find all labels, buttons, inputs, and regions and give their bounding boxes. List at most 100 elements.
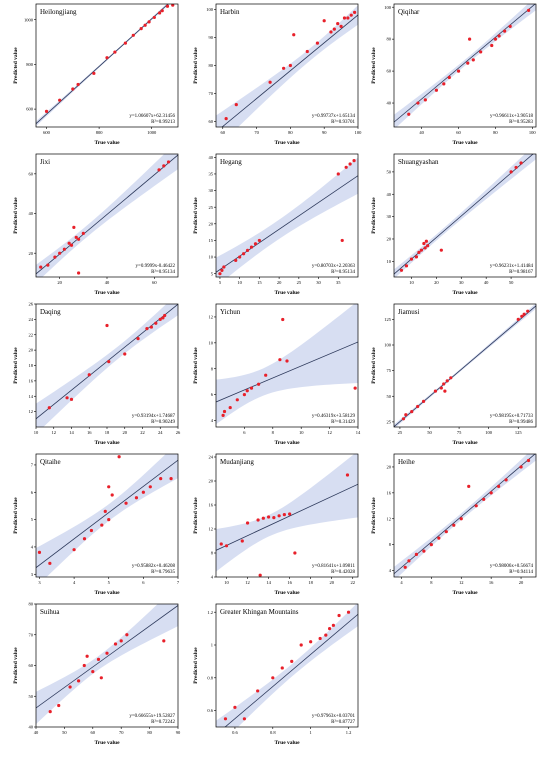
data-point: [519, 465, 523, 469]
data-point: [409, 257, 414, 261]
data-point: [490, 43, 494, 48]
scatter-panel: 600 800 1000 600 800 1000 True value Predicted …: [13, 3, 179, 146]
y-tick-label: 12: [29, 409, 34, 414]
x-tick-label: 14: [266, 580, 271, 585]
x-tick-label: 100: [485, 430, 493, 435]
data-point: [437, 536, 441, 540]
fit-line: [394, 154, 534, 275]
y-tick-label: 30: [209, 188, 214, 193]
data-point: [110, 493, 114, 497]
data-point: [119, 639, 123, 643]
data-point: [268, 80, 272, 84]
data-point: [278, 358, 282, 362]
r-squared: R²=0.31429: [331, 419, 355, 425]
panel-title: Heihe: [398, 458, 415, 466]
x-tick-label: 10: [299, 430, 304, 435]
data-point: [148, 485, 152, 489]
x-tick-label: 12: [327, 430, 332, 435]
data-point: [124, 501, 128, 505]
data-point: [329, 30, 333, 34]
data-point: [223, 717, 228, 721]
y-tick-label: 22: [29, 332, 34, 337]
data-point: [526, 458, 531, 463]
data-point: [74, 235, 78, 239]
data-point: [336, 21, 340, 26]
data-point: [77, 237, 81, 241]
x-tick-label: 60: [221, 130, 226, 135]
y-tick-label: 20: [209, 221, 214, 226]
y-tick-label: 800: [26, 62, 34, 67]
data-point: [72, 225, 76, 230]
data-point: [288, 512, 292, 516]
data-point: [447, 75, 451, 80]
data-point: [404, 413, 408, 417]
data-point: [221, 413, 225, 417]
y-tick-label: 4: [211, 418, 214, 423]
data-point: [58, 251, 62, 255]
data-point: [220, 268, 224, 272]
y-tick-label: 20: [209, 479, 214, 484]
data-point: [145, 327, 149, 331]
fit-equation: y=0.96231x+1.41484: [490, 264, 534, 269]
x-tick-label: 125: [515, 430, 523, 435]
data-point: [514, 165, 518, 170]
x-tick-label: 1000: [147, 130, 157, 135]
data-point: [76, 82, 80, 87]
y-tick-label: 5: [211, 271, 214, 276]
data-point: [163, 313, 167, 318]
data-point: [459, 517, 463, 521]
x-tick-label: 8: [272, 430, 275, 435]
data-point: [82, 537, 87, 541]
data-point: [69, 243, 74, 247]
confidence-band: [36, 604, 178, 725]
x-tick-label: 7: [177, 580, 180, 585]
plot-area: [394, 304, 536, 427]
x-tick-label: 12: [459, 580, 464, 585]
data-point: [257, 382, 261, 386]
data-point: [445, 379, 449, 383]
x-tick-label: 16: [287, 580, 292, 585]
data-point: [159, 477, 163, 481]
x-tick-label: 1: [310, 730, 312, 735]
y-tick-label: 35: [209, 172, 214, 177]
y-axis-title: Predicted value: [13, 647, 19, 684]
data-point: [403, 565, 407, 569]
x-tick-label: 16: [489, 580, 494, 585]
y-tick-label: 8: [389, 542, 392, 547]
x-tick-label: 20: [329, 580, 334, 585]
x-tick-label: 4: [400, 580, 403, 585]
r-squared: R²=0.93701: [331, 119, 355, 125]
fit-line: [394, 4, 536, 123]
data-point: [147, 20, 151, 24]
x-tick-label: 20: [57, 280, 62, 285]
data-point: [160, 9, 164, 13]
x-tick-label: 60: [456, 130, 461, 135]
data-point: [68, 685, 72, 689]
y-tick-label: 80: [29, 602, 34, 607]
data-point: [105, 56, 109, 60]
data-point: [81, 231, 85, 235]
data-point: [466, 61, 470, 65]
y-tick-label: 40: [209, 155, 214, 160]
data-point: [474, 504, 478, 508]
data-point: [407, 112, 411, 116]
panel-title: Shuangyashan: [398, 158, 439, 166]
data-point: [522, 312, 526, 316]
x-tick-label: 10: [224, 580, 229, 585]
y-tick-label: 8: [211, 366, 214, 371]
y-tick-label: 4: [389, 568, 392, 573]
y-axis-title: Predicted value: [193, 497, 199, 534]
data-point: [224, 544, 229, 548]
y-tick-label: 8: [211, 551, 214, 556]
data-point: [324, 633, 328, 637]
data-point: [171, 4, 175, 7]
x-tick-label: 30: [459, 280, 464, 285]
plot-area: [36, 304, 178, 427]
r-squared: R²=0.95283: [509, 119, 533, 125]
data-point: [433, 389, 438, 393]
data-point: [353, 386, 357, 390]
data-point: [272, 516, 276, 520]
y-tick-label: 80: [387, 37, 392, 42]
x-tick-label: 6: [142, 580, 145, 585]
y-tick-label: 70: [209, 91, 214, 96]
